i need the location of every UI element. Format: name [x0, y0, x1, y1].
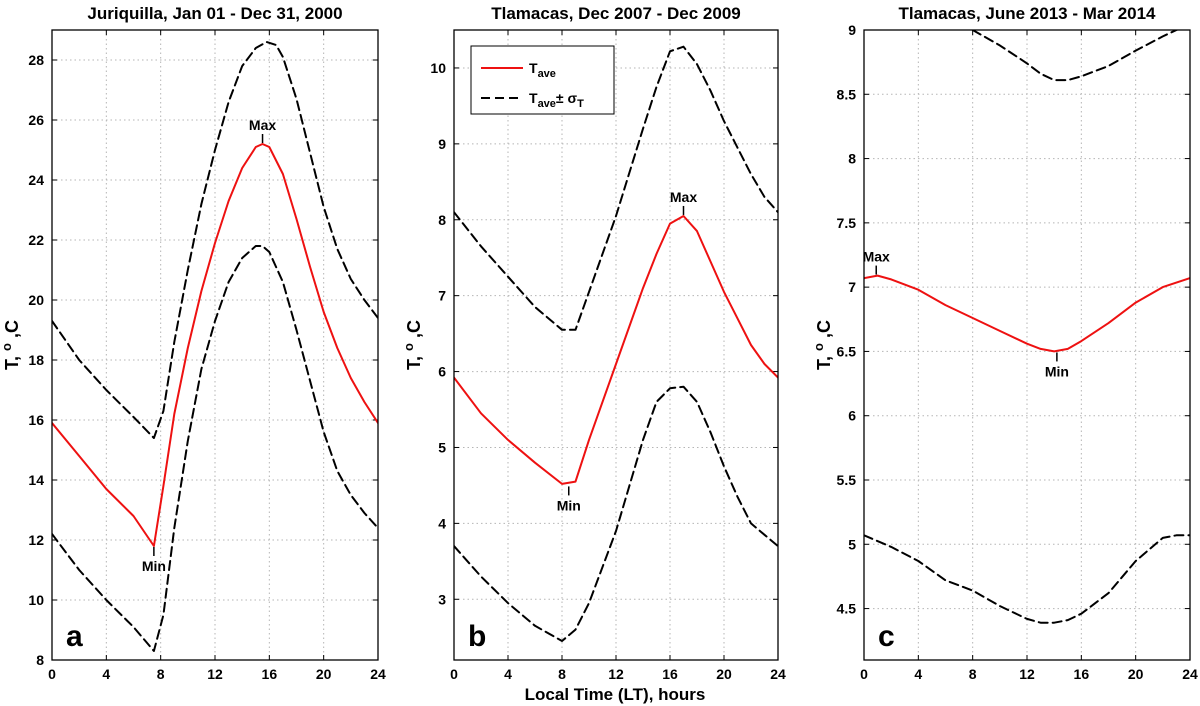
series-average-line [454, 215, 778, 485]
panel-title: Tlamacas, Dec 2007 - Dec 2009 [491, 4, 741, 23]
y-tick-label: 8 [848, 151, 856, 167]
annotation-min: Min [557, 497, 581, 513]
x-tick-label: 20 [1128, 666, 1144, 682]
legend-sigma-label: Tave± σT [529, 90, 584, 110]
y-tick-label: 6.5 [837, 343, 857, 359]
y-axis-label: T, o ,C [401, 320, 424, 370]
y-axis-label: T, o ,C [811, 320, 834, 370]
y-tick-label: 7.5 [837, 215, 857, 231]
x-tick-label: 16 [262, 666, 278, 682]
series-average-line [864, 274, 1190, 353]
y-tick-label: 10 [430, 60, 446, 76]
x-tick-label: 24 [1182, 666, 1198, 682]
y-tick-label: 8 [36, 652, 44, 668]
y-tick-label: 7 [438, 288, 446, 304]
y-tick-label: 5.5 [837, 472, 857, 488]
legend-average-label: Tave [529, 60, 556, 80]
y-tick-label: 3 [438, 591, 446, 607]
y-tick-label: 16 [28, 412, 44, 428]
panels: 0 4 8 12 16 20 24 8 10 12 14 16 18 20 22 24 26 28 Max Min Ju… [0, 4, 1198, 682]
plot-frame [863, 29, 1191, 661]
x-tick-label: 4 [102, 666, 110, 682]
y-tick-label: 20 [28, 292, 44, 308]
series-lower-line [52, 245, 378, 652]
y-axis-label: T, o ,C [0, 320, 22, 370]
x-tick-label: 12 [207, 666, 223, 682]
x-tick-label: 0 [48, 666, 56, 682]
y-tick-label: 8 [438, 212, 446, 228]
x-tick-label: 20 [316, 666, 332, 682]
x-tick-label: 20 [716, 666, 732, 682]
y-tick-label: 5 [848, 536, 856, 552]
y-tick-label: 24 [28, 172, 44, 188]
annotation-max: Max [863, 249, 890, 265]
series-average-line [52, 143, 378, 547]
y-tick-label: 12 [28, 532, 44, 548]
legend-box [470, 45, 615, 115]
y-tick-label: 6 [438, 364, 446, 380]
x-tick-label: 4 [914, 666, 922, 682]
annotation-max: Max [249, 117, 276, 133]
panel-letter: b [468, 620, 486, 653]
y-tick-label: 10 [28, 592, 44, 608]
panel-letter: c [878, 620, 895, 653]
y-tick-label: 6 [848, 408, 856, 424]
panel-b: 0 4 8 12 16 20 24 3 4 5 6 7 8 9 10 Max Min Tlamacas, Dec … [401, 4, 786, 682]
panel-letter: a [66, 620, 83, 653]
x-tick-label: 8 [558, 666, 566, 682]
annotation-max: Max [670, 189, 697, 205]
x-tick-label: 0 [450, 666, 458, 682]
plot-frame [51, 29, 379, 661]
panel-title: Juriquilla, Jan 01 - Dec 31, 2000 [87, 4, 342, 23]
x-tick-label: 8 [969, 666, 977, 682]
panel-c: 0 4 8 12 16 20 24 4.5 5 5.5 6 6.5 7 7.5 8 8.5 9 Max Min Tla… [811, 4, 1198, 682]
x-tick-label: 4 [504, 666, 512, 682]
series-lower-line [864, 534, 1190, 624]
x-tick-label: 12 [608, 666, 624, 682]
y-tick-label: 26 [28, 112, 44, 128]
plot-frame [453, 29, 779, 661]
y-tick-label: 22 [28, 232, 44, 248]
y-tick-label: 4.5 [837, 601, 857, 617]
y-tick-label: 14 [28, 472, 44, 488]
y-tick-label: 9 [438, 136, 446, 152]
annotation-min: Min [1045, 363, 1069, 379]
annotation-min: Min [142, 558, 166, 574]
series-upper-line [52, 41, 378, 439]
x-axis-label: Local Time (LT), hours [525, 685, 706, 704]
x-tick-label: 0 [860, 666, 868, 682]
y-tick-label: 18 [28, 352, 44, 368]
panel-title: Tlamacas, June 2013 - Mar 2014 [898, 4, 1156, 23]
x-tick-label: 16 [662, 666, 678, 682]
y-tick-label: 8.5 [837, 86, 857, 102]
x-tick-label: 8 [157, 666, 165, 682]
x-tick-label: 16 [1074, 666, 1090, 682]
panel-a: 0 4 8 12 16 20 24 8 10 12 14 16 18 20 22 24 26 28 Max Min Ju… [0, 4, 386, 682]
x-tick-label: 12 [1019, 666, 1035, 682]
y-tick-label: 9 [848, 22, 856, 38]
series-lower-line [454, 385, 778, 642]
x-tick-label: 24 [770, 666, 786, 682]
x-tick-label: 24 [370, 666, 386, 682]
series-upper-line [454, 45, 778, 331]
y-tick-label: 4 [438, 515, 446, 531]
y-tick-label: 28 [28, 52, 44, 68]
y-tick-label: 7 [848, 279, 856, 295]
y-tick-label: 5 [438, 439, 446, 455]
legend: Tave Tave± σT [470, 45, 615, 115]
